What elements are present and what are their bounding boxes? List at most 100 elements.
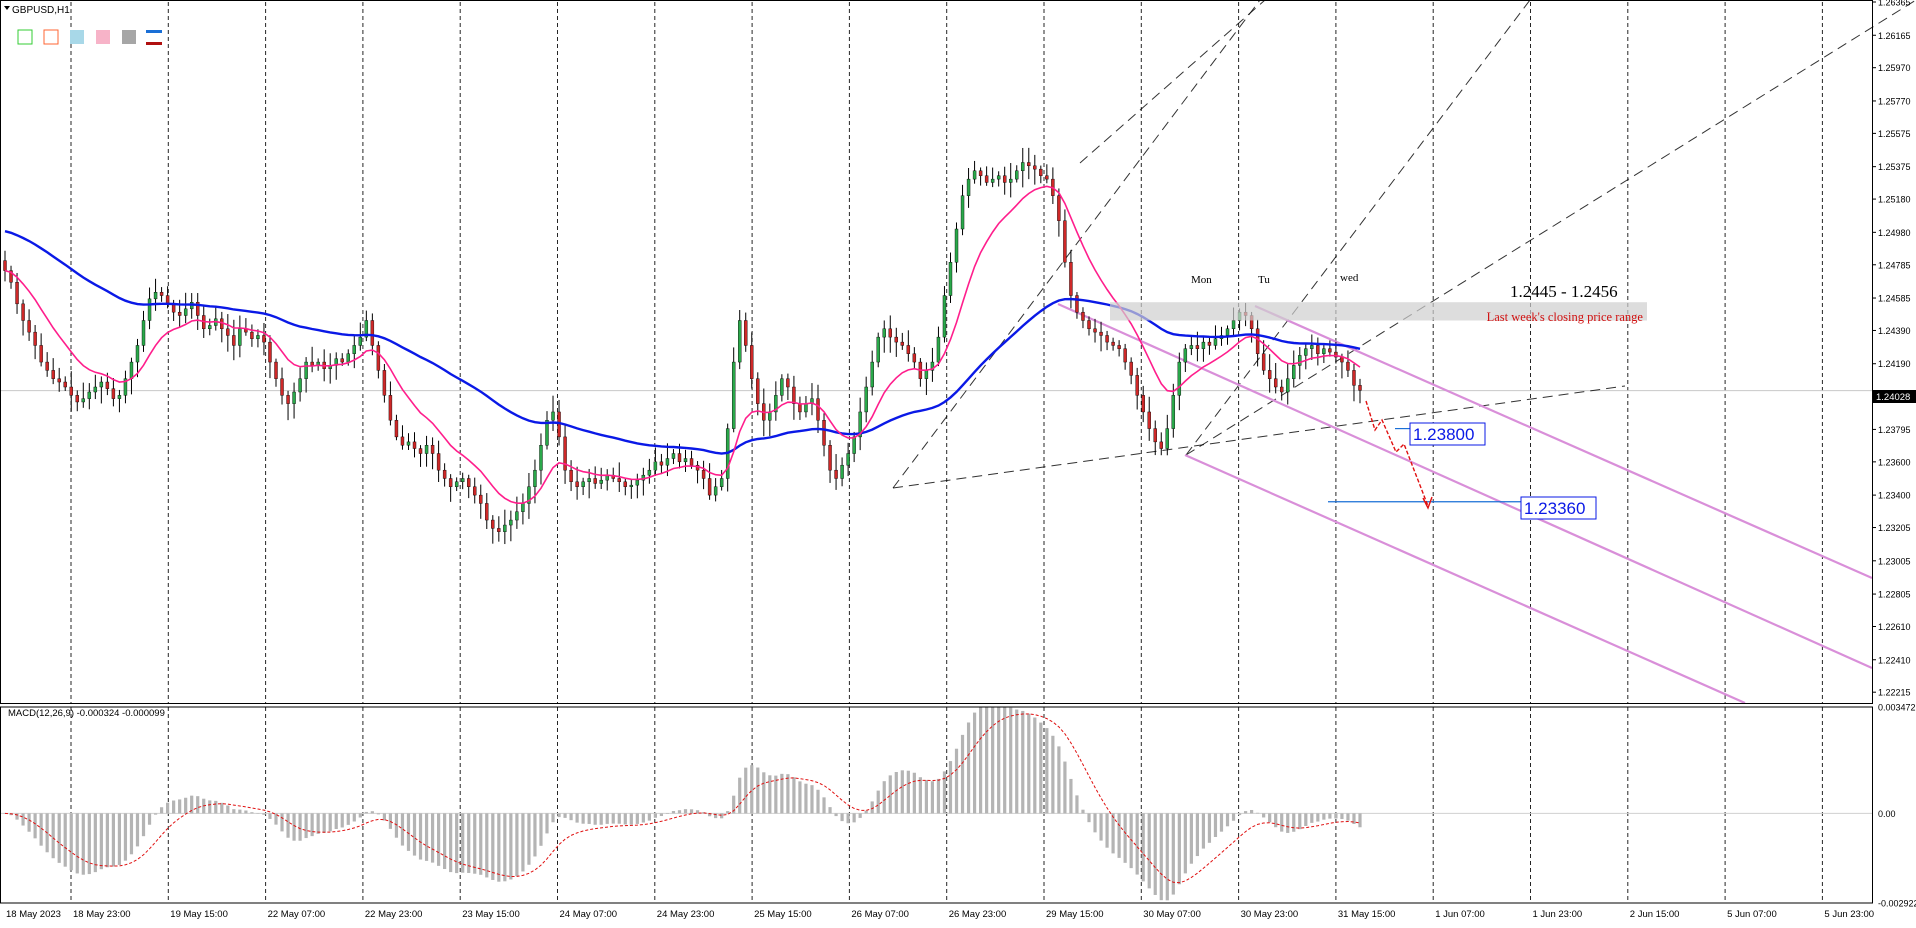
macd-histogram-bar bbox=[1015, 709, 1019, 814]
time-tick-label: 22 May 23:00 bbox=[365, 909, 423, 920]
macd-histogram-bar bbox=[1243, 811, 1248, 814]
macd-histogram-bar bbox=[220, 802, 224, 814]
macd-histogram-bar bbox=[1093, 813, 1097, 833]
candle-body bbox=[250, 331, 254, 339]
macd-histogram-bar bbox=[503, 813, 507, 882]
macd-histogram-bar bbox=[1153, 813, 1157, 895]
macd-histogram-bar bbox=[280, 813, 284, 832]
macd-histogram-bar bbox=[756, 767, 760, 814]
candle-body bbox=[671, 453, 676, 459]
candle-body bbox=[177, 311, 182, 316]
candle-body bbox=[575, 481, 579, 487]
candle-body bbox=[1255, 328, 1260, 354]
channel-line bbox=[1254, 304, 1873, 580]
candle-body bbox=[183, 308, 188, 316]
macd-histogram-bar bbox=[117, 813, 122, 865]
candle-body bbox=[972, 170, 977, 180]
candle-body bbox=[750, 345, 754, 379]
candle-body bbox=[105, 381, 110, 389]
macd-tick-label: -0.002922 bbox=[1878, 899, 1916, 909]
candle-body bbox=[539, 445, 543, 471]
macd-histogram-bar bbox=[876, 790, 880, 814]
macd-histogram-bar bbox=[1117, 813, 1121, 858]
macd-histogram-bar bbox=[424, 813, 429, 861]
candle-body bbox=[701, 469, 706, 479]
candle-body bbox=[1153, 428, 1157, 443]
green-swatch-icon[interactable] bbox=[17, 29, 33, 45]
candle-body bbox=[1322, 348, 1326, 354]
macd-histogram-bar bbox=[816, 789, 820, 814]
candle-body bbox=[906, 345, 911, 354]
macd-histogram-bar bbox=[256, 813, 260, 814]
candle-body bbox=[683, 458, 688, 463]
macd-histogram-bar bbox=[1111, 813, 1115, 854]
price-tick-label: 1.26165 bbox=[1878, 31, 1911, 41]
candle-body bbox=[1165, 428, 1169, 449]
candle-body bbox=[846, 453, 850, 466]
macd-histogram-bar bbox=[671, 810, 676, 814]
lightblue-swatch-icon[interactable] bbox=[70, 30, 84, 44]
candle-body bbox=[1063, 220, 1067, 263]
candle-body bbox=[57, 378, 61, 383]
time-tick-label: 26 May 23:00 bbox=[949, 909, 1007, 920]
red-line-swatch-icon[interactable] bbox=[146, 42, 162, 45]
macd-histogram-bar bbox=[1340, 813, 1344, 820]
macd-histogram-bar bbox=[21, 813, 25, 826]
candle-body bbox=[1183, 348, 1188, 363]
macd-histogram-bar bbox=[123, 813, 128, 861]
macd-histogram-bar bbox=[316, 813, 320, 834]
macd-histogram-bar bbox=[364, 811, 368, 814]
candle-body bbox=[533, 469, 537, 487]
candle-body bbox=[689, 458, 694, 466]
candle-body bbox=[1207, 341, 1212, 346]
dropdown-triangle-icon[interactable] bbox=[4, 6, 10, 10]
macd-histogram-bar bbox=[304, 813, 308, 839]
macd-histogram-bar bbox=[798, 781, 802, 814]
macd-histogram-bar bbox=[292, 813, 296, 841]
time-tick-label: 29 May 15:00 bbox=[1046, 909, 1104, 920]
price-tick-label: 1.23400 bbox=[1878, 491, 1911, 501]
time-tick-label: 2 Jun 15:00 bbox=[1630, 909, 1680, 920]
blue-line-swatch-icon[interactable] bbox=[146, 30, 162, 33]
candle-body bbox=[117, 395, 122, 399]
day-label-tu: Tu bbox=[1258, 274, 1270, 286]
candle-body bbox=[912, 353, 917, 363]
target-1-box bbox=[1409, 422, 1486, 446]
candle-body bbox=[1069, 262, 1073, 296]
macd-histogram-bar bbox=[334, 813, 338, 829]
macd-histogram-bar bbox=[677, 810, 682, 814]
macd-histogram-bar bbox=[545, 813, 549, 834]
macd-histogram-bar bbox=[461, 813, 465, 873]
candle-body bbox=[129, 361, 134, 379]
macd-tick-label: 0.003472 bbox=[1878, 703, 1916, 713]
time-tick-label: 19 May 15:00 bbox=[170, 909, 228, 920]
candle-body bbox=[448, 478, 453, 487]
macd-histogram-bar bbox=[1057, 746, 1061, 814]
macd-histogram-bar bbox=[105, 813, 109, 868]
target-2-label: 1.23360 bbox=[1524, 499, 1585, 518]
macd-histogram-bar bbox=[858, 813, 862, 818]
candle-body bbox=[587, 478, 591, 483]
macd-histogram-bar bbox=[340, 813, 344, 828]
macd-histogram-bar bbox=[1135, 813, 1139, 875]
macd-histogram-bar bbox=[774, 775, 778, 814]
time-tick-label: 25 May 15:00 bbox=[754, 909, 812, 920]
candle-body bbox=[153, 292, 158, 300]
macd-histogram-bar bbox=[744, 767, 748, 814]
macd-histogram-bar bbox=[497, 813, 501, 882]
candle-body bbox=[364, 320, 369, 338]
macd-histogram-bar bbox=[1129, 813, 1133, 869]
price-tick-label: 1.22215 bbox=[1878, 688, 1911, 698]
candle-body bbox=[196, 301, 200, 316]
candle-body bbox=[1352, 370, 1356, 386]
pink-swatch-icon[interactable] bbox=[96, 30, 110, 44]
target-2-box bbox=[1520, 496, 1597, 520]
macd-histogram-bar bbox=[1051, 735, 1055, 814]
orange-swatch-icon[interactable] bbox=[43, 29, 59, 45]
candle-body bbox=[1039, 168, 1043, 176]
gray-swatch-icon[interactable] bbox=[122, 30, 136, 44]
macd-histogram-bar bbox=[69, 813, 73, 871]
macd-histogram-bar bbox=[900, 770, 904, 814]
